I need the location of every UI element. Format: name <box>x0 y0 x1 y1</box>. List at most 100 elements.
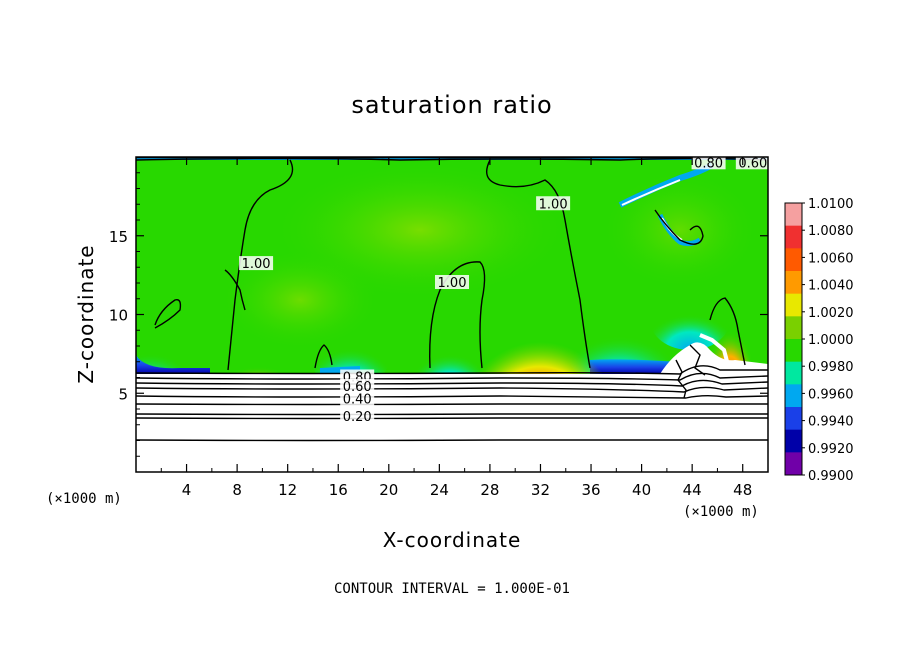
colorbar-swatch <box>785 225 802 249</box>
contour-label-bg <box>536 196 571 211</box>
x-tick-label: 24 <box>430 481 449 499</box>
y-axis-label: Z-coordinate <box>74 244 98 383</box>
contour-label: 0.80 <box>694 156 723 171</box>
x-tick-label: 12 <box>278 481 297 499</box>
field-dry-filament <box>621 179 681 206</box>
x-tick-label: 44 <box>683 481 702 499</box>
contour-line <box>136 439 768 442</box>
field-lower-region <box>136 374 768 472</box>
x-tick-label: 4 <box>182 481 192 499</box>
field-light-patch <box>600 170 760 290</box>
colorbar-swatch <box>785 361 802 385</box>
chart-title: saturation ratio <box>351 91 552 119</box>
colorbar-label: 1.0100 <box>808 197 854 212</box>
contour-line <box>227 159 294 371</box>
contour-line <box>136 403 768 406</box>
y-axis-ticks: 5 10 15 <box>109 172 768 457</box>
contour-label: 0.20 <box>343 410 372 425</box>
x-tick-label: 40 <box>632 481 651 499</box>
x-axis-unit-left: (×1000 m) <box>46 491 122 507</box>
contour-label-group: 0.40 <box>340 391 375 408</box>
colorbar-swatch <box>785 293 802 317</box>
contour-line <box>224 269 246 311</box>
heatmap-field <box>136 157 768 472</box>
contour-line <box>136 157 768 161</box>
colorbar-swatch <box>785 248 802 272</box>
colorbar-label: 0.9980 <box>808 360 854 375</box>
contour-label: 0.40 <box>343 393 372 408</box>
x-axis-unit-right: (×1000 m) <box>683 504 759 520</box>
contour-label-bg <box>691 155 726 170</box>
contour-line <box>136 365 768 375</box>
x-tick-label: 32 <box>531 481 550 499</box>
colorbar-label: 0.9920 <box>808 442 854 457</box>
field-top-layer <box>136 157 768 160</box>
contour-label-group: 1.00 <box>435 275 469 291</box>
colorbar-swatch <box>785 316 802 340</box>
contour-line <box>136 395 768 399</box>
colorbar-swatch <box>785 407 802 431</box>
field-dry-layer <box>136 355 210 374</box>
contour-line <box>429 261 486 369</box>
colorbar-label: 1.0040 <box>808 279 854 294</box>
contour-line <box>136 372 768 381</box>
contour-label: 1.00 <box>438 276 467 291</box>
field-lower-region <box>660 342 768 374</box>
colorbar-label: 1.0080 <box>808 224 854 239</box>
contour-label-bg <box>340 408 375 423</box>
colorbar-swatch <box>785 339 802 363</box>
contour-line <box>136 386 768 393</box>
contour-label-group: 0.80 <box>691 155 726 171</box>
colorbar-swatch <box>785 384 802 408</box>
contour-line <box>709 297 746 366</box>
y-tick-label: 10 <box>109 307 128 325</box>
contour-line <box>654 209 704 245</box>
contour-line <box>136 417 768 420</box>
colorbar-label: 0.9960 <box>808 387 854 402</box>
colorbar-label: 0.9900 <box>808 469 854 484</box>
x-tick-label: 48 <box>733 481 752 499</box>
x-tick-label: 16 <box>329 481 348 499</box>
contour-lines <box>136 157 768 442</box>
contour-label: 1.00 <box>242 257 271 272</box>
contour-line <box>136 379 768 387</box>
field-dry-filament <box>699 333 730 366</box>
x-tick-label: 20 <box>379 481 398 499</box>
x-tick-label: 36 <box>581 481 600 499</box>
field-dry-layer <box>590 359 680 374</box>
contour-label-group: 0.60 <box>735 155 770 171</box>
colorbar: 1.0100 1.0080 1.0060 1.0040 1.0020 1.0000 0.99… <box>784 197 854 484</box>
y-tick-label: 15 <box>109 228 128 246</box>
contour-label-bg <box>435 275 469 289</box>
colorbar-label: 1.0020 <box>808 306 854 321</box>
x-axis-label: X-coordinate <box>383 528 522 552</box>
colorbar-swatch <box>785 429 802 453</box>
contour-label: 0.60 <box>343 380 372 395</box>
x-tick-label: 28 <box>480 481 499 499</box>
x-axis-ticks: 4 8 12 16 20 24 28 32 36 40 44 48 <box>160 157 752 499</box>
contour-line <box>314 344 333 369</box>
contour-line <box>675 359 687 399</box>
contour-label-bg <box>340 391 375 406</box>
contour-label: 0.60 <box>738 156 767 171</box>
contour-line <box>689 344 706 376</box>
y-tick-label: 5 <box>118 385 128 403</box>
colorbar-swatch <box>785 271 802 295</box>
contour-label-group: 1.00 <box>536 196 571 212</box>
contour-label-bg <box>340 378 375 393</box>
contour-interval-note: CONTOUR INTERVAL = 1.000E-01 <box>334 581 570 597</box>
colorbar-label: 1.0000 <box>808 333 854 348</box>
contour-line <box>154 299 182 329</box>
contour-label-bg <box>239 256 274 271</box>
contour-labels: 1.001.001.000.800.600.400.200.80 0.60 <box>239 155 770 425</box>
colorbar-label: 1.0060 <box>808 251 854 266</box>
contour-label-bg <box>735 155 770 170</box>
colorbar-swatch <box>785 203 802 227</box>
x-tick-label: 8 <box>232 481 242 499</box>
contour-label-group: 0.60 <box>340 378 375 395</box>
colorbar-swatch <box>785 452 802 476</box>
contour-label-group: 0.20 <box>340 408 375 425</box>
contour-line <box>136 413 768 416</box>
contour-label-group: 1.00 <box>239 256 274 272</box>
